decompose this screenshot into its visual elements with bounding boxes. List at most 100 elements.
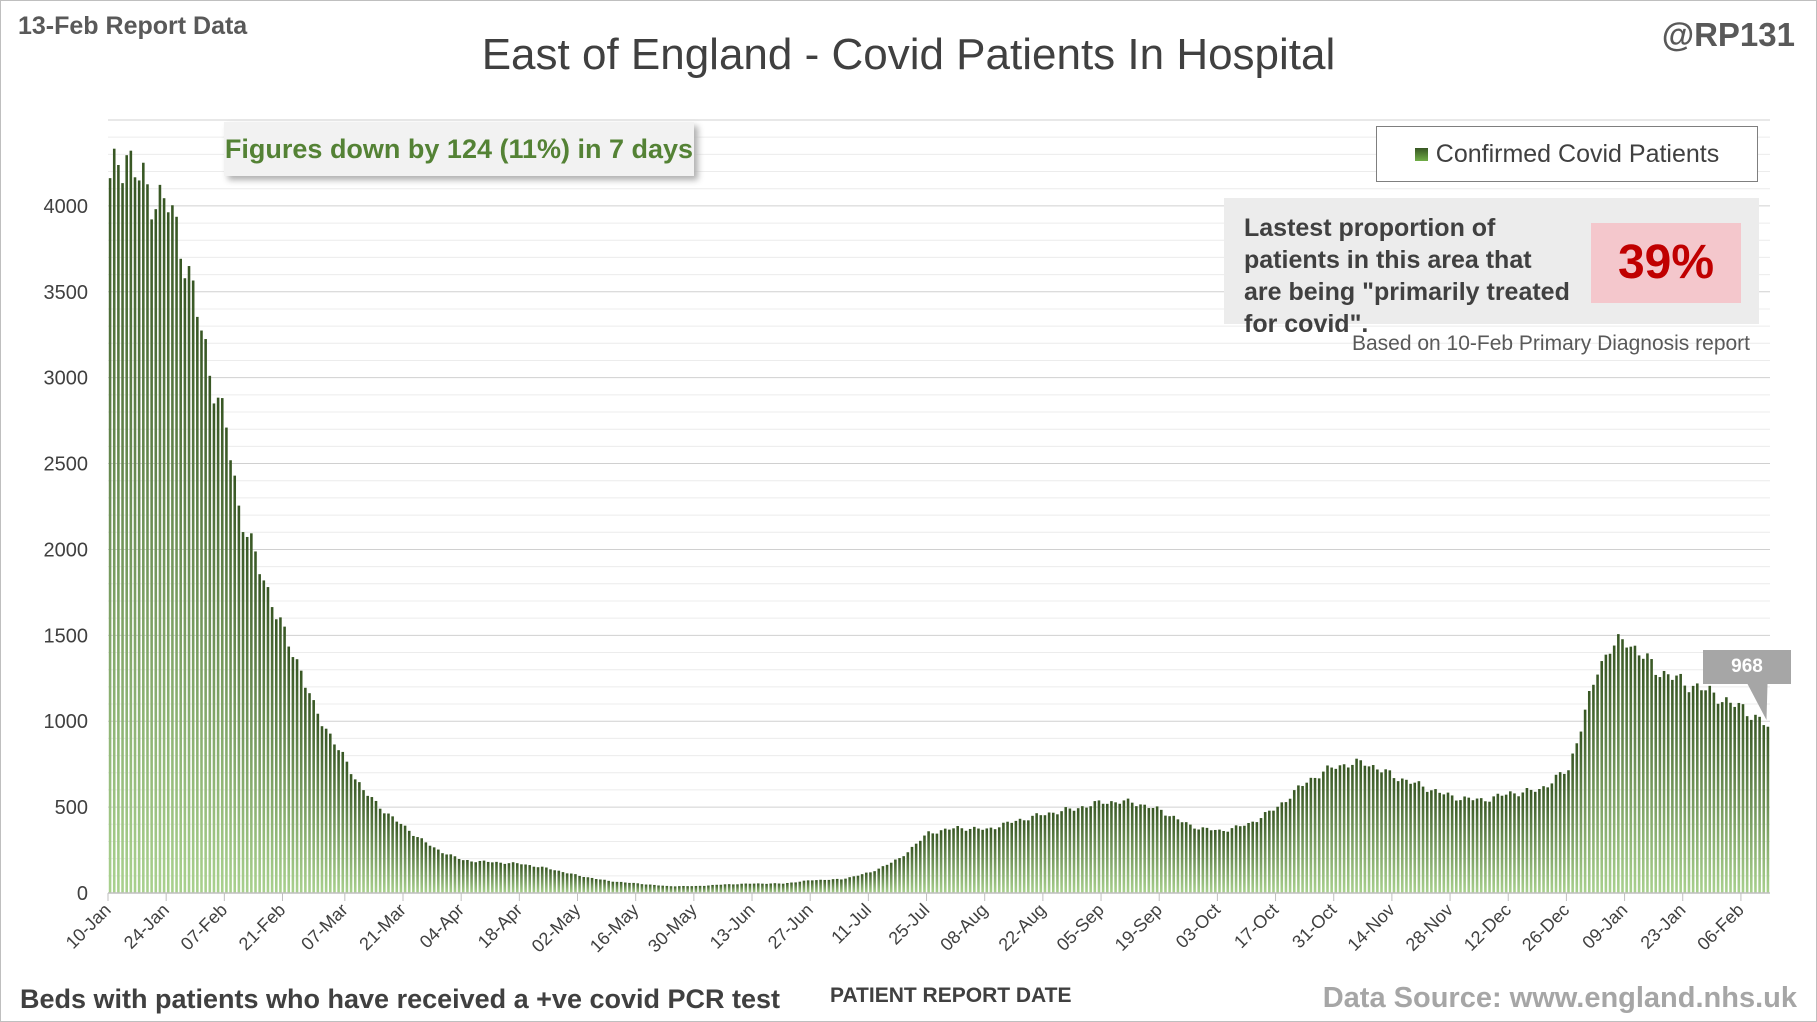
bar xyxy=(129,150,133,894)
bar xyxy=(179,258,183,893)
bar xyxy=(856,875,860,893)
bar xyxy=(1139,804,1142,893)
bar xyxy=(1135,806,1138,893)
bar xyxy=(877,868,881,893)
bar xyxy=(362,790,365,893)
bar xyxy=(1608,653,1612,893)
bar xyxy=(1637,655,1641,893)
bar xyxy=(171,205,174,893)
bar xyxy=(1234,825,1238,893)
proportion-source: Based on 10-Feb Primary Diagnosis report xyxy=(1351,332,1750,355)
bar xyxy=(1658,677,1662,893)
bar xyxy=(1164,815,1167,893)
bar xyxy=(815,880,818,893)
bar xyxy=(827,879,831,893)
x-tick-label: 07-Feb xyxy=(177,900,231,954)
bar xyxy=(1238,826,1242,893)
bar xyxy=(1384,769,1387,893)
bar xyxy=(910,846,914,893)
bar xyxy=(806,880,810,893)
bar xyxy=(1089,806,1092,893)
bar xyxy=(291,657,295,893)
bar xyxy=(611,881,615,893)
bar xyxy=(653,884,656,893)
bar xyxy=(956,826,959,893)
bar xyxy=(1766,726,1770,893)
x-tick-label: 19-Sep xyxy=(1111,900,1166,955)
bar xyxy=(175,216,178,893)
bar xyxy=(1101,803,1105,893)
bar xyxy=(1301,785,1304,893)
bar xyxy=(1446,792,1450,893)
bar xyxy=(1168,816,1171,893)
bar xyxy=(873,871,876,893)
bar xyxy=(1467,797,1471,893)
bar xyxy=(374,800,378,893)
bar xyxy=(187,266,191,893)
bar xyxy=(395,821,399,893)
bar xyxy=(894,859,897,893)
bar xyxy=(732,884,735,893)
bar xyxy=(1538,789,1541,893)
x-tick-label: 04-Apr xyxy=(416,900,468,952)
bar xyxy=(1675,675,1678,893)
report-label: 13-Feb Report Data xyxy=(18,12,248,40)
bar xyxy=(840,879,843,893)
bar xyxy=(632,882,635,893)
bar xyxy=(1679,673,1682,893)
x-tick-label: 21-Mar xyxy=(355,900,409,954)
bar xyxy=(1575,743,1579,893)
bar xyxy=(1081,806,1084,893)
bar xyxy=(142,162,145,893)
bar xyxy=(756,883,760,893)
bar xyxy=(1625,647,1628,893)
bar xyxy=(939,830,943,893)
bar xyxy=(1737,702,1741,893)
bar xyxy=(1263,812,1267,893)
bar xyxy=(1504,794,1508,893)
bar xyxy=(1533,791,1537,893)
bar xyxy=(1247,822,1250,893)
bar xyxy=(121,183,124,893)
bar xyxy=(1513,793,1516,893)
bar xyxy=(1612,645,1616,893)
bar xyxy=(295,659,299,893)
bar xyxy=(299,670,303,893)
bar xyxy=(117,164,120,893)
bar xyxy=(1405,779,1408,893)
bar xyxy=(615,881,619,893)
bar xyxy=(1031,815,1034,893)
bar xyxy=(445,854,448,893)
bar xyxy=(511,862,515,893)
bar xyxy=(345,761,349,893)
x-tick-label: 18-Apr xyxy=(474,900,526,952)
bar xyxy=(1276,806,1279,893)
bar xyxy=(1338,765,1342,893)
bar xyxy=(1284,802,1288,893)
bar xyxy=(1085,807,1088,893)
bar xyxy=(1151,807,1155,893)
bar xyxy=(1160,809,1163,893)
bar xyxy=(329,733,332,893)
bar xyxy=(491,862,494,893)
bar xyxy=(889,862,893,893)
legend-swatch xyxy=(1414,148,1428,161)
bar xyxy=(1492,796,1495,893)
bar xyxy=(1700,690,1703,893)
bar xyxy=(736,884,739,893)
bar xyxy=(1471,800,1475,893)
bar xyxy=(1529,789,1533,893)
bar xyxy=(1729,702,1732,893)
bar xyxy=(968,828,972,893)
bar xyxy=(466,860,469,893)
bar xyxy=(831,879,835,893)
y-tick-label: 3000 xyxy=(44,368,89,390)
bar xyxy=(482,860,486,893)
bar xyxy=(1184,822,1188,893)
bar xyxy=(1130,802,1134,893)
y-tick-label: 4000 xyxy=(44,196,89,218)
x-tick-label: 21-Feb xyxy=(235,900,289,954)
bar xyxy=(590,877,594,893)
bar xyxy=(1064,807,1068,893)
bar xyxy=(686,886,689,893)
